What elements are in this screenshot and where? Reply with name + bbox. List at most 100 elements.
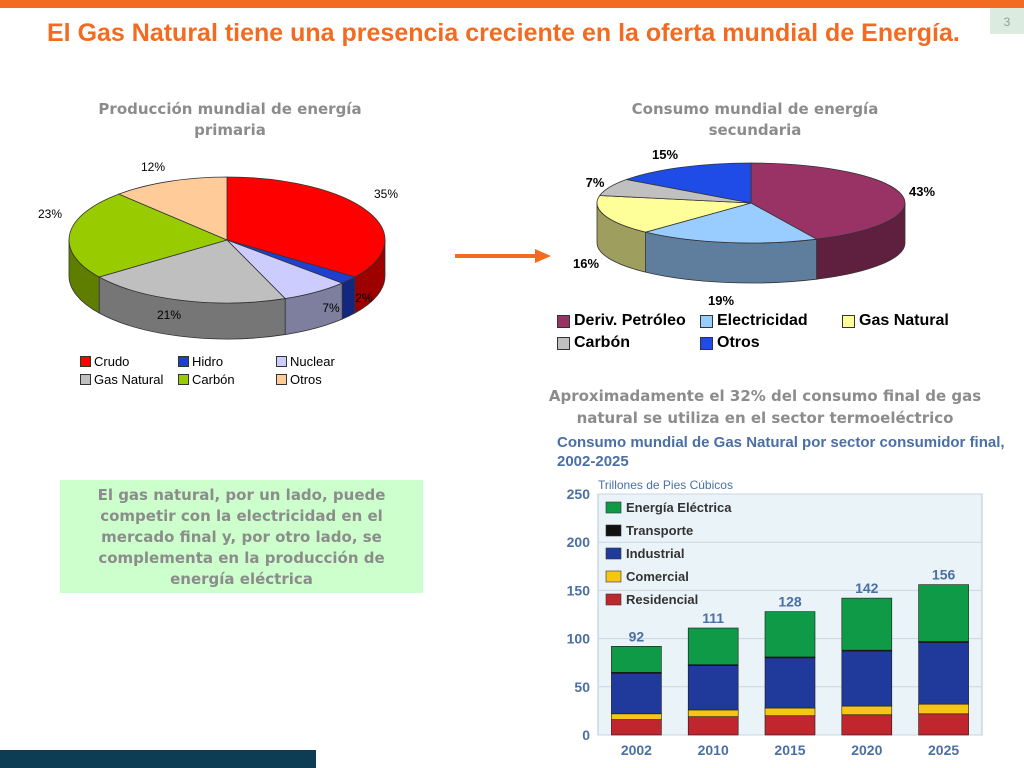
bar-segment xyxy=(687,709,739,717)
legend-label: Otros xyxy=(290,372,322,387)
bar-segment xyxy=(764,611,816,658)
bar-segment xyxy=(764,707,816,717)
pie1-legend-item: Gas Natural xyxy=(80,372,163,387)
bar-total-label: 92 xyxy=(629,628,645,644)
bar-segment xyxy=(918,713,969,736)
bar-total-label: 128 xyxy=(778,594,802,610)
legend-swatch xyxy=(178,374,189,385)
pie2-slice-0 xyxy=(750,162,906,240)
bar-segment xyxy=(918,703,969,715)
bar-segment xyxy=(611,673,662,715)
legend-swatch xyxy=(276,374,287,385)
legend-swatch xyxy=(842,314,855,328)
legend-label: Gas Natural xyxy=(94,372,164,387)
pie1-slice-3 xyxy=(98,239,286,304)
legend-swatch xyxy=(80,356,91,367)
pie1-label-1: 2% xyxy=(355,291,373,305)
bar-ylabel: Trillones de Pies Cúbicos xyxy=(598,478,733,492)
legend-label: Otros xyxy=(717,334,760,351)
pie1-side-1 xyxy=(341,276,356,320)
bar-ytick-label: 100 xyxy=(567,631,591,647)
legend-label: Hidro xyxy=(192,354,224,369)
pie2-legend-item: Otros xyxy=(700,334,760,352)
pie1-label-3: 21% xyxy=(157,308,181,322)
bar-legend-swatch xyxy=(605,593,622,606)
pie2-legend: Deriv. Petróleo Electricidad Gas Natural Ca… xyxy=(557,312,977,356)
bar-segment xyxy=(841,650,893,707)
legend-swatch xyxy=(80,374,91,385)
pie1-slice-4 xyxy=(68,193,229,278)
bar-legend-label: Transporte xyxy=(626,523,693,538)
pie2-slice-1 xyxy=(643,202,818,244)
bar-legend-label: Comercial xyxy=(626,569,689,584)
pie1-legend-item: Nuclear xyxy=(276,354,335,369)
bar-xtick-label: 2015 xyxy=(774,742,805,758)
legend-swatch xyxy=(557,314,570,328)
pie2-label-3: 7% xyxy=(586,175,605,190)
pie2-legend-item: Deriv. Petróleo xyxy=(557,312,686,330)
bar-xtick-label: 2002 xyxy=(621,742,652,758)
legend-label: Electricidad xyxy=(717,312,808,329)
bar-segment xyxy=(764,657,816,709)
legend-label: Carbón xyxy=(192,372,235,387)
bar-segment xyxy=(841,597,893,651)
legend-swatch xyxy=(276,356,287,367)
pie2-label-4: 15% xyxy=(652,147,678,162)
bar-legend-label: Energía Eléctrica xyxy=(626,500,732,515)
pie2-title: Consumo mundial de energía secundaria xyxy=(631,100,879,139)
bar-segment xyxy=(918,584,969,642)
bar-segment xyxy=(841,714,893,736)
pie2-chart: 43% 19% 16% 7% 15% xyxy=(573,147,935,308)
bar-ytick-label: 0 xyxy=(582,727,590,743)
arrow-icon xyxy=(455,249,551,263)
page-number: 3 xyxy=(990,8,1024,34)
pie2-label-2: 16% xyxy=(573,256,599,271)
pie1-legend-item: Carbón xyxy=(178,372,235,387)
bar-legend-label: Industrial xyxy=(626,546,685,561)
bar-total-label: 156 xyxy=(932,567,956,583)
bar-legend-swatch xyxy=(605,501,622,514)
pie1-legend-item: Hidro xyxy=(178,354,223,369)
pie1-label-5: 12% xyxy=(141,160,165,174)
pie1-slice-5 xyxy=(117,176,228,241)
bar-chart-heading: Consumo mundial de Gas Natural por secto… xyxy=(557,434,1005,470)
legend-label: Crudo xyxy=(94,354,130,369)
bar-ytick-label: 150 xyxy=(567,582,591,598)
bar-chart: 0 50 100 150 200 250 Trillones de Pies Cúbicos… xyxy=(567,478,983,758)
bar-xtick-label: 2010 xyxy=(698,742,729,758)
legend-swatch xyxy=(178,356,189,367)
pie2-label-0: 43% xyxy=(909,184,935,199)
pie2-legend-item: Carbón xyxy=(557,334,630,352)
bar-segment xyxy=(687,627,739,665)
legend-label: Carbón xyxy=(574,334,630,351)
pie1-legend-item: Otros xyxy=(276,372,322,387)
bar-legend-swatch xyxy=(605,547,622,560)
bar-legend-swatch xyxy=(605,524,622,537)
pie1-label-2: 7% xyxy=(322,301,340,315)
bar-total-label: 142 xyxy=(855,580,879,596)
pie2-slice-4 xyxy=(624,162,752,204)
bar-segment xyxy=(918,642,969,705)
bar-segment xyxy=(687,665,739,711)
pie1-chart: 35% 2% 7% 21% 23% 12% xyxy=(38,160,398,340)
legend-swatch xyxy=(557,336,570,350)
bar-segment xyxy=(841,705,893,716)
bar-total-label: 111 xyxy=(702,610,724,626)
legend-swatch xyxy=(700,336,713,350)
bar-legend-swatch xyxy=(605,570,622,583)
pie1-label-4: 23% xyxy=(38,207,62,221)
bar-ytick-label: 250 xyxy=(567,486,591,502)
bar-segment xyxy=(611,719,662,736)
pie2-label-1: 19% xyxy=(708,293,734,308)
pie2-legend-item: Electricidad xyxy=(700,312,808,330)
bar-segment xyxy=(764,715,816,736)
bar-ytick-label: 200 xyxy=(567,534,591,550)
pie2-slice-2 xyxy=(596,195,752,233)
pie1-label-0: 35% xyxy=(374,187,398,201)
pie1-legend-item: Crudo xyxy=(80,354,129,369)
bottom-footer-bar xyxy=(0,750,316,768)
bar-legend-label: Residencial xyxy=(626,592,698,607)
bar-xtick-label: 2025 xyxy=(928,742,959,758)
legend-label: Deriv. Petróleo xyxy=(574,312,686,329)
top-accent-bar xyxy=(0,0,1024,8)
